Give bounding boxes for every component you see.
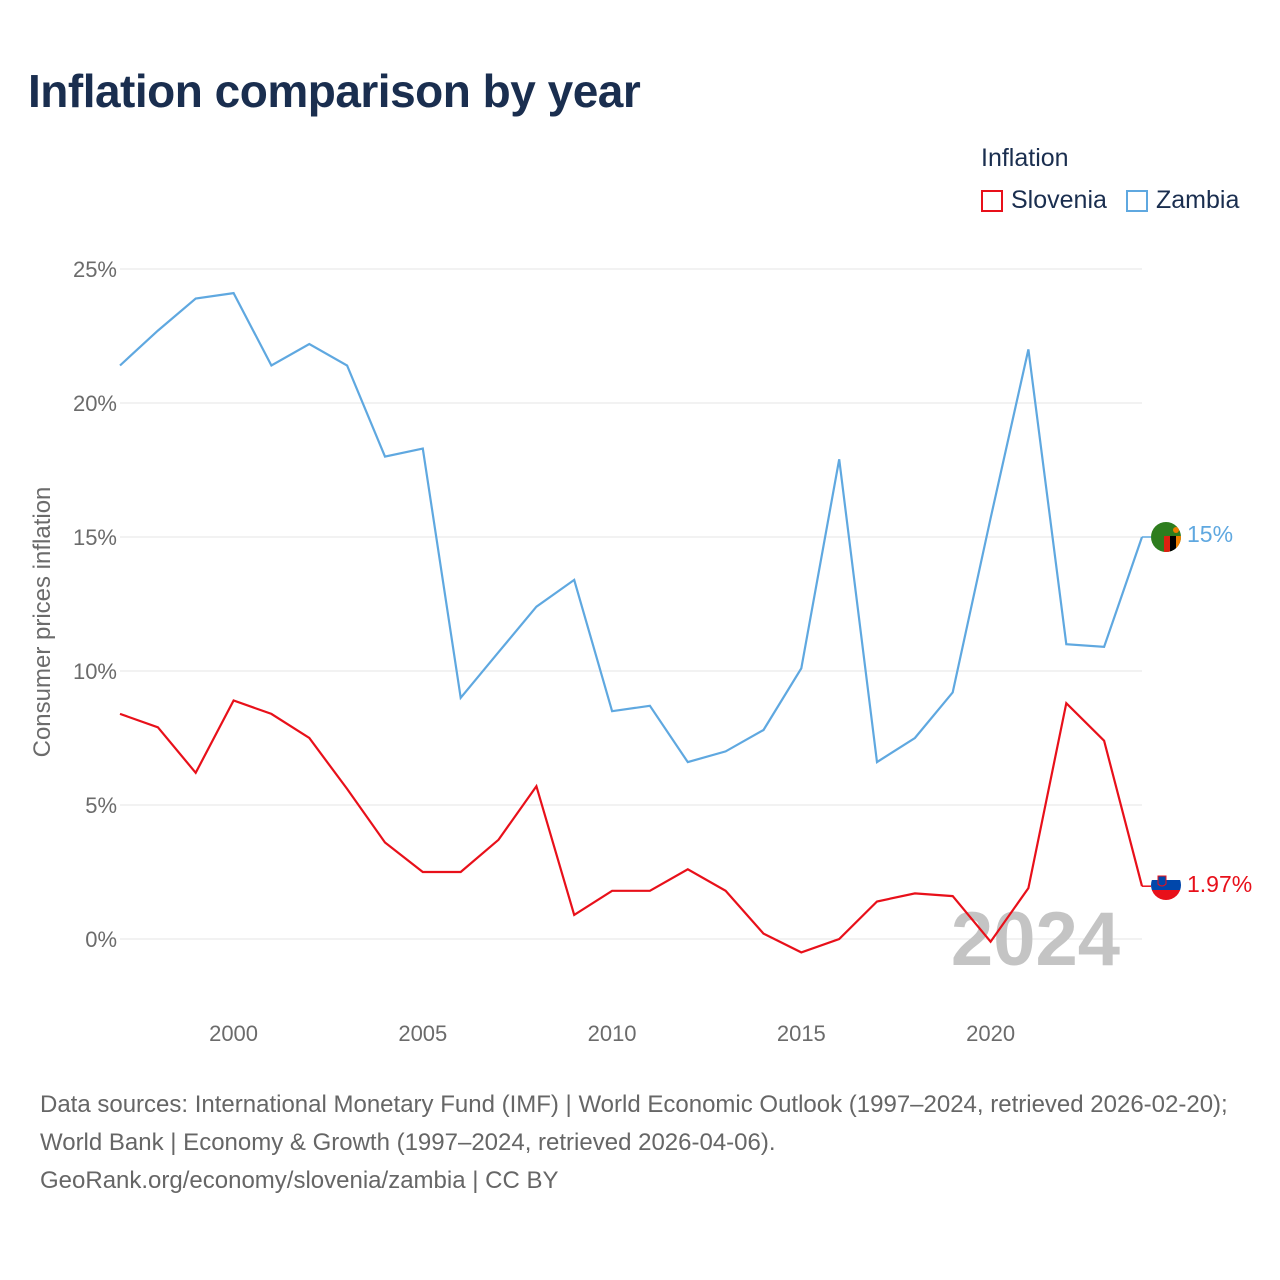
y-axis-label: Consumer prices inflation — [29, 487, 56, 758]
y-tick-label: 0% — [85, 927, 117, 952]
year-watermark: 2024 — [951, 897, 1120, 982]
y-axis-ticks: 0% 5% 10% 15% 20% 25% — [73, 257, 117, 952]
data-sources-footer: Data sources: International Monetary Fun… — [40, 1086, 1250, 1200]
zambia-end-label: 15% — [1187, 521, 1233, 547]
x-tick-label: 2000 — [209, 1021, 258, 1046]
y-tick-label: 20% — [73, 391, 117, 416]
x-axis-ticks: 2000 2005 2010 2015 2020 — [209, 1021, 1015, 1046]
gridlines — [120, 268, 1142, 940]
y-tick-label: 15% — [73, 525, 117, 550]
legend-swatch-zambia — [1126, 189, 1148, 212]
slovenia-end-label: 1.97% — [1187, 871, 1252, 897]
footer-credit[interactable]: GeoRank.org/economy/slovenia/zambia | CC… — [40, 1167, 559, 1194]
legend-swatch-slovenia — [981, 189, 1003, 212]
y-tick-label: 25% — [73, 257, 117, 282]
legend-title: Inflation — [981, 144, 1069, 172]
y-tick-label: 5% — [85, 793, 117, 818]
legend-label-slovenia: Slovenia — [1011, 186, 1107, 214]
series-line-zambia[interactable] — [119, 291, 1144, 764]
chart-title: Inflation comparison by year — [28, 65, 641, 117]
series-lines — [119, 291, 1151, 954]
footer-sources: Data sources: International Monetary Fun… — [40, 1091, 1228, 1156]
y-tick-label: 10% — [73, 659, 117, 684]
legend-item-slovenia[interactable]: Slovenia — [981, 186, 1107, 215]
x-tick-label: 2010 — [588, 1021, 637, 1046]
zambia-flag-icon — [1151, 522, 1181, 552]
slovenia-flag-icon — [1151, 870, 1181, 900]
series-line-slovenia[interactable] — [119, 699, 1144, 954]
legend-label-zambia: Zambia — [1156, 186, 1240, 214]
x-tick-label: 2005 — [398, 1021, 447, 1046]
x-tick-label: 2020 — [966, 1021, 1015, 1046]
x-tick-label: 2015 — [777, 1021, 826, 1046]
legend-item-zambia[interactable]: Zambia — [1126, 186, 1239, 215]
